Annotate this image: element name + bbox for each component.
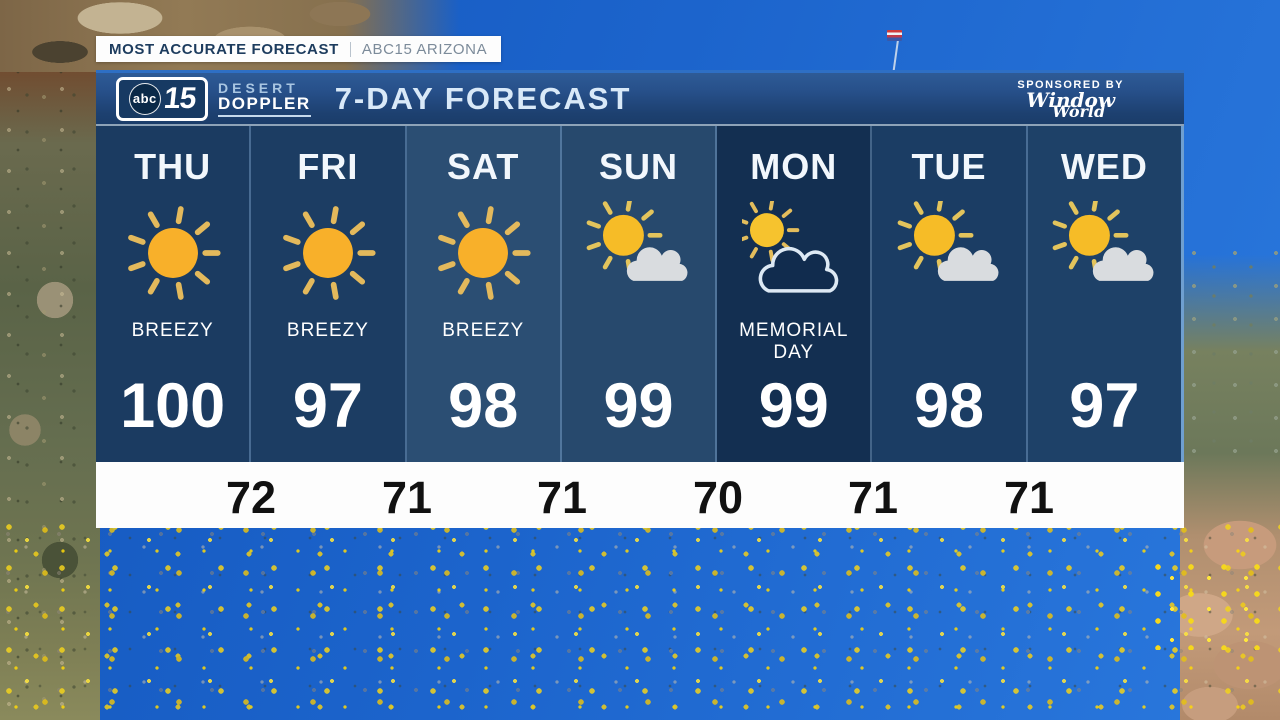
channel-number: 15	[162, 81, 197, 115]
sunny-icon	[121, 192, 225, 314]
forecast-column-mon: MON MEMORIAL DA	[717, 126, 873, 462]
forecast-panel: THU BREEZY 100 FRI	[96, 126, 1184, 462]
high-temp: 99	[758, 371, 829, 441]
day-label: THU	[134, 146, 212, 187]
accuracy-badge: MOST ACCURATE FORECAST ABC15 ARIZONA	[96, 36, 502, 62]
sponsor-label: SPONSORED BY	[1017, 79, 1124, 91]
sunny-icon	[276, 192, 380, 314]
forecast-column-thu: THU BREEZY 100	[96, 126, 252, 462]
sunny-icon	[431, 192, 535, 314]
high-temp: 99	[603, 371, 674, 441]
day-label: FRI	[297, 146, 359, 187]
forecast-column-wed: WED 97	[1027, 126, 1181, 462]
flag-icon	[887, 26, 905, 72]
low-temp: 71	[536, 472, 588, 523]
day-label: SUN	[598, 146, 678, 187]
partly-cloudy-icon	[1052, 192, 1156, 314]
condition-label: BREEZY	[286, 320, 369, 341]
partly-cloudy-icon	[586, 192, 690, 314]
high-temp: 100	[120, 371, 226, 441]
badge-primary-text: MOST ACCURATE FORECAST	[109, 40, 339, 58]
lows-strip: 72 71 71 70 71 71	[96, 462, 1184, 528]
low-temp: 71	[847, 472, 899, 523]
high-temp: 98	[914, 371, 985, 441]
brand-line1: DESERT	[218, 79, 299, 96]
high-temp: 97	[1069, 371, 1140, 441]
day-label: SAT	[447, 146, 520, 187]
forecast-column-sun: SUN 99	[561, 126, 718, 462]
wildflowers-right	[1150, 560, 1280, 650]
abc15-logo: abc 15 DESERT DOPPLER	[116, 76, 311, 121]
sponsor-name-line2: World	[1052, 102, 1106, 121]
sponsor-block: SPONSORED BY Window World	[1017, 79, 1124, 120]
flag-pole	[892, 36, 900, 72]
wildflowers	[0, 520, 1280, 720]
badge-secondary-text: ABC15 ARIZONA	[361, 40, 488, 58]
condition-label: BREEZY	[442, 320, 525, 341]
forecast-header: abc 15 DESERT DOPPLER 7-DAY FORECAST SPO…	[96, 70, 1184, 126]
forecast-column-tue: TUE 98	[872, 126, 1028, 462]
page-title: 7-DAY FORECAST	[334, 80, 632, 116]
abc-circle-icon: abc	[128, 82, 161, 115]
forecast-column-sat: SAT BREEZY 98	[406, 126, 562, 462]
high-temp: 98	[448, 371, 519, 441]
condition-label: MEMORIAL DAY	[739, 320, 849, 363]
mostly-cloudy-outline-icon	[741, 192, 846, 314]
day-label: WED	[1060, 146, 1148, 187]
partly-cloudy-icon	[897, 192, 1001, 314]
flag-cloth	[887, 30, 902, 41]
sponsor-name-line1: Window	[1026, 88, 1116, 112]
badge-divider	[349, 41, 351, 57]
abc15-logo-box: abc 15	[116, 76, 208, 121]
day-label: MON	[750, 146, 838, 187]
low-temp: 71	[1003, 472, 1055, 523]
high-temp: 97	[292, 371, 363, 441]
low-temp: 71	[381, 472, 433, 523]
forecast-column-fri: FRI BREEZY 97	[251, 126, 407, 462]
low-temp: 70	[692, 472, 744, 523]
brand-line2: DOPPLER	[218, 93, 311, 113]
desert-doppler-brand: DESERT DOPPLER	[218, 81, 311, 117]
day-label: TUE	[911, 146, 987, 187]
condition-label: BREEZY	[131, 320, 214, 341]
low-temp: 72	[225, 472, 277, 523]
sponsor-name: Window World	[1017, 88, 1124, 121]
desert-tree	[1184, 245, 1280, 460]
